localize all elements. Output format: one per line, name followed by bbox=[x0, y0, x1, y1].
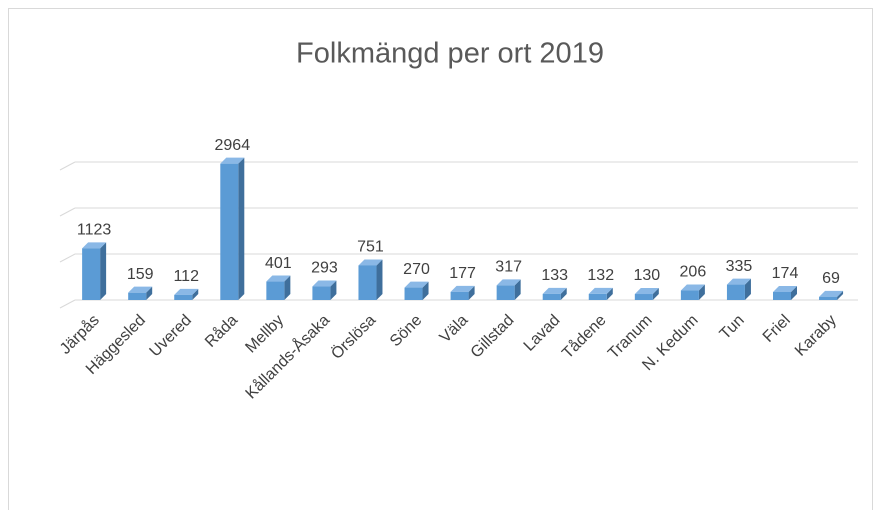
value-label: 177 bbox=[449, 265, 476, 282]
value-label: 130 bbox=[633, 267, 660, 284]
grid-line-side bbox=[59, 207, 76, 217]
value-label: 293 bbox=[311, 260, 338, 277]
bar-top bbox=[220, 157, 245, 164]
bar-front bbox=[773, 291, 792, 300]
value-label: 2964 bbox=[215, 137, 251, 154]
bar-top bbox=[819, 290, 844, 297]
bar-top bbox=[82, 242, 107, 249]
bar-front bbox=[82, 248, 101, 300]
bar-side bbox=[652, 288, 659, 300]
bar-side bbox=[422, 281, 429, 300]
bar-top bbox=[266, 275, 291, 282]
value-label: 69 bbox=[822, 270, 840, 287]
bar-front bbox=[588, 293, 607, 300]
bar-front bbox=[220, 163, 239, 300]
bar-front bbox=[312, 286, 331, 300]
bar bbox=[773, 285, 798, 300]
bar-front bbox=[128, 292, 147, 300]
bar-top bbox=[312, 280, 337, 287]
value-label: 206 bbox=[680, 264, 707, 281]
bar-side bbox=[100, 242, 107, 300]
bar-front bbox=[266, 281, 285, 300]
grid-line-side bbox=[59, 253, 76, 263]
bar-side bbox=[744, 278, 751, 300]
bar-front bbox=[174, 294, 193, 300]
value-label: 112 bbox=[173, 268, 199, 285]
bar-top bbox=[634, 288, 659, 295]
bar-top bbox=[726, 278, 751, 285]
bar-front bbox=[404, 287, 423, 300]
bar bbox=[82, 242, 107, 300]
bar-top bbox=[174, 288, 199, 295]
value-label: 317 bbox=[495, 259, 522, 276]
bar-side bbox=[238, 157, 245, 300]
value-label: 159 bbox=[127, 266, 154, 283]
bar bbox=[266, 275, 291, 300]
value-label: 335 bbox=[726, 258, 753, 275]
value-label: 174 bbox=[772, 265, 799, 282]
bar-side bbox=[146, 286, 153, 300]
bar-side bbox=[698, 284, 705, 300]
bar-front bbox=[726, 284, 745, 300]
bar-side bbox=[468, 285, 475, 300]
value-label: 270 bbox=[403, 261, 430, 278]
chart-title: Folkmängd per ort 2019 bbox=[296, 38, 604, 70]
bar-front bbox=[358, 265, 377, 300]
grid-line-side bbox=[59, 299, 76, 309]
bar bbox=[819, 290, 844, 300]
bar-front bbox=[680, 290, 699, 300]
bar-side bbox=[330, 280, 337, 300]
bar-top bbox=[404, 281, 429, 288]
bar bbox=[680, 284, 705, 300]
bar-top bbox=[773, 285, 798, 292]
bar-front bbox=[496, 285, 515, 300]
bar bbox=[404, 281, 429, 300]
bar-front bbox=[819, 296, 838, 300]
bar bbox=[220, 157, 245, 300]
bar bbox=[542, 287, 567, 300]
bar bbox=[174, 288, 199, 300]
value-label: 132 bbox=[587, 267, 614, 284]
bar-side bbox=[284, 275, 291, 300]
bar-front bbox=[542, 293, 561, 300]
value-label: 401 bbox=[265, 255, 292, 272]
bar-top bbox=[358, 259, 383, 266]
bar-side bbox=[837, 290, 844, 300]
bar-top bbox=[588, 287, 613, 294]
bar bbox=[128, 286, 153, 300]
bar-top bbox=[680, 284, 705, 291]
grid-line bbox=[59, 207, 858, 217]
bar bbox=[634, 288, 659, 300]
bar-top bbox=[450, 285, 475, 292]
bar-side bbox=[514, 279, 521, 300]
bar bbox=[450, 285, 475, 300]
value-label: 133 bbox=[541, 267, 568, 284]
bar-top bbox=[496, 279, 521, 286]
value-label: 751 bbox=[357, 239, 384, 256]
bar-side bbox=[192, 288, 199, 300]
bar bbox=[588, 287, 613, 300]
grid-line bbox=[59, 253, 858, 263]
bar bbox=[312, 280, 337, 300]
bar-side bbox=[376, 259, 383, 300]
bar bbox=[726, 278, 751, 300]
grid-line-side bbox=[59, 161, 76, 171]
value-label: 1123 bbox=[77, 222, 112, 239]
bar bbox=[496, 279, 521, 300]
bar-front bbox=[450, 291, 469, 300]
chart-frame bbox=[8, 8, 873, 510]
bar bbox=[358, 259, 383, 300]
bar-front bbox=[634, 294, 653, 300]
bar-side bbox=[560, 287, 567, 300]
bar-top bbox=[128, 286, 153, 293]
bar-side bbox=[791, 285, 798, 300]
grid-line bbox=[59, 161, 858, 171]
bar-top bbox=[542, 287, 567, 294]
bar-side bbox=[606, 287, 613, 300]
